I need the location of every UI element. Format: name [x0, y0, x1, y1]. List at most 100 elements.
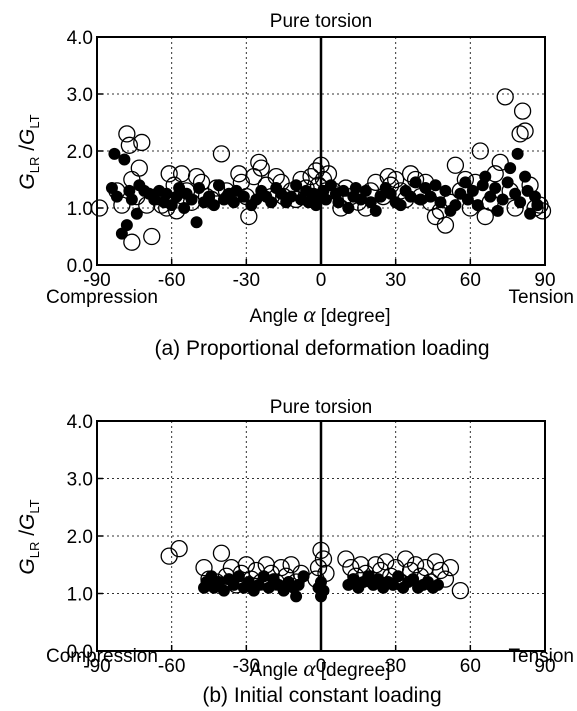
tension-note-b: Tension	[509, 646, 575, 667]
open-point-a-74	[436, 216, 455, 234]
y-tick-label-b-3: 3.0	[67, 470, 93, 491]
filled-point-b-5	[217, 584, 230, 597]
open-point-b-2	[195, 558, 213, 577]
y-tick-label-a-3: 3.0	[67, 85, 93, 106]
filled-point-a-69	[409, 176, 422, 189]
filled-point-a-30	[227, 196, 240, 209]
y-label-g1-a: G	[16, 173, 39, 189]
panel-label-a: (a) Proportional deformation loading	[154, 337, 489, 360]
filled-point-a-89	[501, 176, 514, 189]
y-axis-label-a: GLR /GLT	[16, 114, 42, 189]
x-label-prefix-a: Angle	[250, 306, 304, 327]
open-point-a-35	[252, 159, 270, 177]
y-tick-label-a-2: 2.0	[67, 142, 93, 163]
x-tick-label-b-5: 60	[460, 656, 481, 677]
open-point-a-86	[496, 88, 514, 106]
filled-point-b-13	[257, 570, 270, 583]
filled-point-a-21	[185, 193, 198, 206]
y-tick-label-b-4: 4.0	[67, 412, 93, 433]
x-tick-label-a-1: -60	[158, 270, 185, 291]
x-label-prefix-b: Angle	[250, 660, 304, 681]
open-point-a-76	[446, 156, 465, 174]
x-label-symbol-b: α	[303, 656, 316, 681]
filled-point-a-4	[118, 153, 131, 166]
filled-point-a-37	[265, 196, 278, 209]
grid-b	[97, 421, 545, 651]
open-point-a-18	[172, 165, 191, 183]
open-point-a-8	[130, 159, 148, 177]
compression-note-a: Compression	[46, 287, 158, 308]
panel-label-b: (b) Initial constant loading	[202, 684, 441, 707]
filled-point-b-8	[232, 570, 245, 583]
filled-point-a-42	[290, 179, 303, 192]
filled-point-b-45	[431, 578, 444, 591]
grid-a	[97, 37, 545, 265]
open-point-b-25	[314, 550, 333, 568]
open-point-b-45	[426, 553, 445, 571]
open-point-b-49	[451, 581, 470, 600]
x-axis-label-a: Angle α [degree]	[250, 302, 391, 327]
open-point-b-1	[170, 540, 188, 558]
open-point-a-9	[133, 133, 151, 152]
x-tick-label-a-2: -30	[233, 270, 260, 291]
open-point-b-33	[367, 556, 385, 574]
open-point-b-39	[396, 550, 415, 568]
open-point-a-89	[511, 125, 529, 143]
y-tick-label-b-0: 0.0	[67, 642, 93, 663]
y-tick-label-a-0: 0.0	[67, 256, 93, 277]
y-label-sep-b: /	[16, 530, 39, 542]
panel-b: -90 -60 -30 0 30 60 90 0.0 1.0 2.0 3.0 4.0 Pure tor…	[16, 397, 574, 707]
open-point-a-85	[491, 153, 509, 172]
open-point-b-46	[431, 561, 450, 580]
open-point-a-6	[123, 233, 141, 251]
open-point-a-26	[212, 145, 231, 163]
x-label-suffix-b: [degree]	[315, 660, 390, 681]
y-label-g2-a: G	[16, 129, 39, 145]
y-label-g2-b: G	[16, 514, 39, 530]
filled-point-a-86	[489, 182, 502, 195]
x-label-suffix-a: [degree]	[315, 306, 390, 327]
y-tick-label-a-4: 4.0	[67, 28, 93, 49]
filled-point-a-72	[424, 190, 437, 203]
filled-point-a-59	[359, 184, 372, 197]
filled-point-a-55	[342, 202, 355, 214]
filled-point-a-66	[394, 199, 407, 212]
filled-point-a-54	[337, 184, 350, 197]
x-tick-label-a-0: -90	[83, 270, 110, 291]
y-label-sep-a: /	[16, 145, 39, 157]
filled-point-b-22	[297, 570, 310, 583]
x-tick-label-a-4: 30	[385, 270, 406, 291]
filled-point-a-93	[514, 196, 527, 209]
open-point-a-90	[513, 102, 532, 120]
filled-point-a-53	[332, 196, 345, 209]
open-point-b-48	[441, 558, 460, 577]
filled-point-a-88	[496, 193, 509, 206]
x-tick-label-a-3: 0	[316, 270, 327, 291]
filled-point-a-27	[212, 179, 225, 192]
filled-point-b-37	[392, 570, 405, 583]
filled-point-a-73	[429, 179, 442, 192]
filled-point-a-41	[285, 190, 298, 203]
open-point-a-3	[118, 125, 136, 143]
open-point-a-72	[426, 207, 445, 226]
x-tick-label-b-4: 30	[385, 656, 406, 677]
filled-point-a-32	[237, 190, 250, 203]
filled-point-a-98	[531, 199, 544, 212]
open-point-b-0	[160, 547, 178, 565]
filled-point-a-92	[511, 147, 524, 160]
x-tick-label-b-2: -30	[233, 656, 260, 677]
y-tick-label-b-1: 1.0	[67, 585, 93, 606]
filled-point-a-84	[479, 170, 492, 183]
filled-point-a-57	[349, 182, 362, 195]
open-point-b-17	[272, 558, 290, 577]
y-label-sub2-b: LT	[27, 499, 42, 513]
filled-point-a-90	[504, 162, 517, 175]
marks-b	[160, 540, 470, 603]
x-axis-label-b: Angle α [degree]	[250, 656, 391, 681]
open-point-a-91	[516, 122, 534, 140]
chart-title-a: Pure torsion	[270, 11, 372, 32]
filled-point-a-70	[414, 193, 427, 206]
open-point-b-41	[406, 556, 425, 574]
marks-a	[90, 88, 552, 251]
compression-note-b: Compression	[46, 646, 158, 667]
